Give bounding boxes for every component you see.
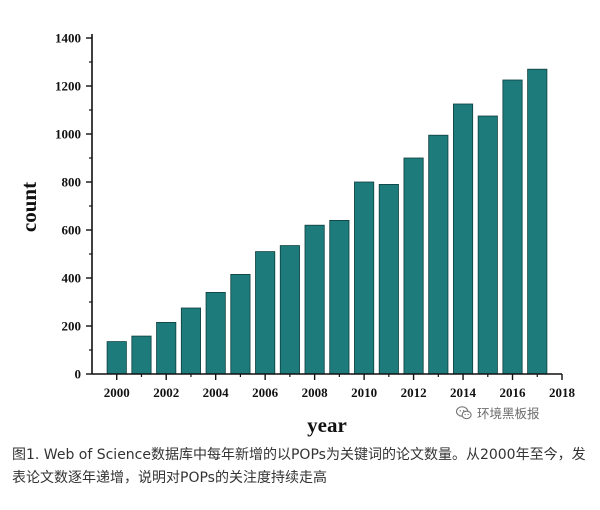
x-tick-label: 2004	[203, 385, 230, 400]
bar-2015	[477, 115, 498, 375]
bar-2017	[527, 68, 548, 375]
y-tick-label: 1200	[55, 79, 81, 94]
y-tick-label: 200	[62, 319, 82, 334]
bar-2004	[205, 291, 226, 375]
x-tick-label: 2018	[549, 385, 576, 400]
x-tick-label: 2008	[302, 385, 329, 400]
bar-2009	[329, 219, 350, 375]
bar-2012	[403, 157, 424, 375]
bar-2005	[230, 273, 251, 375]
bar-2008	[304, 224, 325, 375]
bar-2014	[453, 103, 474, 375]
y-tick-label: 400	[62, 271, 82, 286]
bar-2016	[502, 79, 523, 375]
bar-2013	[428, 134, 449, 375]
bar-2010	[354, 181, 375, 375]
x-axis-title: year	[307, 413, 347, 437]
bar-2002	[156, 321, 177, 375]
x-tick-label: 2014	[450, 385, 477, 400]
bar-2003	[180, 307, 201, 375]
x-tick-label: 2012	[401, 385, 427, 400]
figure-caption: 图1. Web of Science数据库中每年新增的以POPs为关键词的论文数…	[12, 447, 586, 486]
x-tick-label: 2002	[153, 385, 179, 400]
watermark-text: 环境黑板报	[477, 406, 540, 421]
watermark: 环境黑板报	[455, 403, 540, 422]
x-tick-label: 2000	[104, 385, 130, 400]
y-tick-label: 1000	[55, 127, 81, 142]
bar-2007	[279, 245, 300, 375]
bars-layer	[106, 68, 548, 375]
x-tick-label: 2010	[351, 385, 377, 400]
y-axis-title: count	[17, 182, 41, 232]
y-tick-label: 0	[75, 367, 82, 382]
x-tick-label: 2006	[252, 385, 279, 400]
bar-2000	[106, 341, 127, 375]
bar-2011	[378, 183, 399, 375]
wechat-icon	[455, 405, 472, 419]
bar-chart: 0 200 400 600 800 1000 1200 1400 2000 2002 2004 200…	[17, 31, 576, 438]
bar-2006	[255, 251, 276, 375]
x-tick-label: 2016	[500, 385, 527, 400]
axes-layer	[91, 34, 562, 375]
y-tick-label: 1400	[55, 31, 81, 46]
y-tick-label: 600	[62, 223, 82, 238]
y-tick-label: 800	[62, 175, 82, 190]
bar-2001	[131, 335, 152, 375]
ticks-layer: 0 200 400 600 800 1000 1200 1400 2000 2002 2004 200…	[55, 31, 576, 401]
